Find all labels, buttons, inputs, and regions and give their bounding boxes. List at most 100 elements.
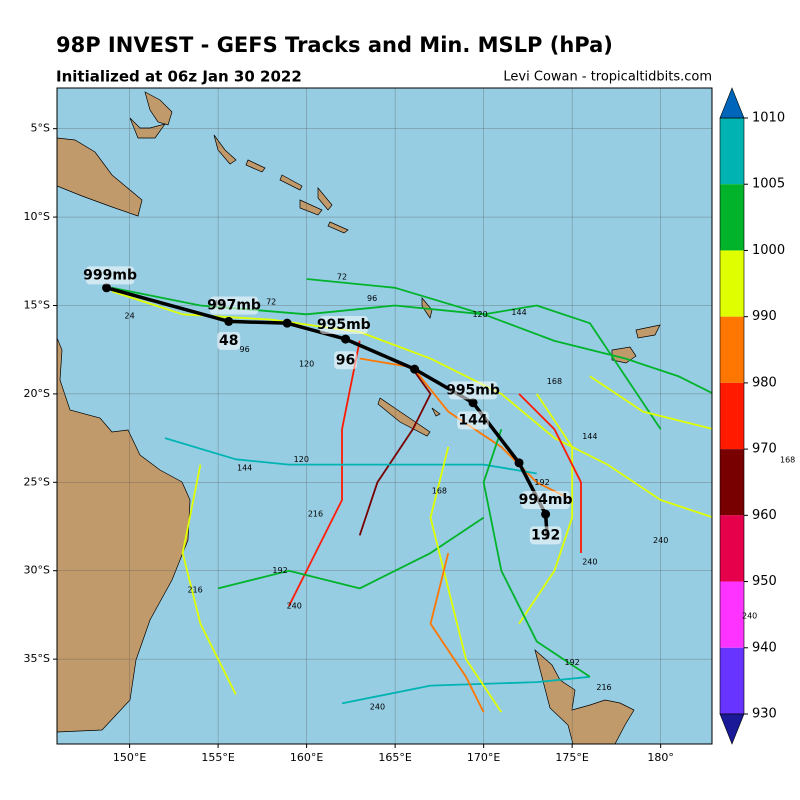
- track-hour-label: 96: [367, 294, 377, 303]
- y-tick-label: 25°S: [24, 475, 50, 488]
- ensemble-track: [111, 290, 712, 519]
- track-hour-label: 144: [511, 308, 526, 317]
- ensemble-track: [164, 437, 537, 475]
- ensemble-track: [482, 428, 591, 678]
- ensemble-track: [341, 675, 590, 705]
- mean-label-box: [448, 381, 498, 400]
- ensemble-track: [181, 464, 237, 695]
- y-tick-label: 5°S: [31, 122, 50, 135]
- mean-track-label: 48: [219, 333, 238, 349]
- colorbar-band: [720, 184, 744, 251]
- colorbar-band: [720, 647, 744, 714]
- mean-label-box: [217, 331, 241, 350]
- credit: Levi Cowan - tropicaltidbits.com: [503, 70, 712, 85]
- track-hour-label: 120: [299, 359, 314, 368]
- stray-label: 168: [780, 456, 795, 465]
- ensemble-track: [217, 516, 485, 590]
- title: 98P INVEST - GEFS Tracks and Min. MSLP (…: [56, 33, 613, 57]
- mean-track-point: [514, 458, 524, 468]
- colorbar-over: [719, 87, 745, 119]
- mean-track-label: 999mb: [83, 267, 137, 283]
- colorbar-band: [720, 581, 744, 648]
- mean-track-point: [541, 509, 551, 519]
- track-hour-label: 192: [565, 658, 580, 667]
- track-hour-label: 216: [187, 586, 202, 595]
- ensemble-track: [288, 340, 361, 607]
- colorbar-tick-label: 940: [752, 640, 777, 655]
- x-tick-label: 170°E: [467, 751, 500, 764]
- track-hour-label: 168: [432, 487, 447, 496]
- track-hour-label: 240: [582, 557, 597, 566]
- colorbar-band: [720, 449, 744, 516]
- mean-track-point: [468, 398, 478, 408]
- track-hour-label: 240: [370, 702, 385, 711]
- colorbar-band: [720, 382, 744, 450]
- colorbar-under: [719, 713, 745, 745]
- mean-label-box: [209, 296, 259, 315]
- mean-track-point: [102, 283, 112, 293]
- y-tick-label: 35°S: [24, 652, 50, 665]
- mean-track-label: 144: [458, 412, 487, 428]
- colorbar-tick-label: 970: [752, 442, 777, 457]
- x-tick-label: 175°E: [555, 751, 588, 764]
- ensemble-track: [518, 393, 582, 554]
- stray-label: 240: [742, 612, 757, 621]
- track-hour-label: 24: [124, 312, 134, 321]
- track-hour-label: 192: [272, 566, 287, 575]
- track-hour-label: 192: [534, 478, 549, 487]
- colorbar-tick-label: 1000: [752, 243, 785, 258]
- mean-track-point: [282, 318, 292, 328]
- x-tick-label: 160°E: [290, 751, 323, 764]
- colorbar-tick-label: 980: [752, 375, 777, 390]
- ocean: [57, 88, 712, 744]
- mean-track-point: [224, 316, 234, 326]
- ensemble-track: [429, 446, 503, 713]
- track-hour-label: 216: [308, 510, 323, 519]
- track-hour-label: 120: [294, 455, 309, 464]
- track-hour-label: 168: [547, 377, 562, 386]
- mean-track-point: [341, 334, 351, 344]
- mean-track-point: [410, 364, 420, 374]
- colorbar-tick-label: 960: [752, 508, 777, 523]
- ensemble-track: [589, 375, 712, 430]
- land: [57, 91, 661, 744]
- colorbar-band: [720, 250, 744, 317]
- colorbar-band: [720, 118, 744, 185]
- mean-track-label: 997mb: [207, 297, 261, 313]
- ensemble-track: [429, 552, 485, 713]
- x-tick-label: 180°: [647, 751, 674, 764]
- ensemble-track: [358, 368, 432, 536]
- colorbar-tick-label: 990: [752, 309, 777, 324]
- map-frame: [56, 87, 713, 745]
- track-hour-label: 72: [337, 273, 347, 282]
- colorbar-tick-label: 1005: [752, 177, 785, 192]
- mean-track-label: 96: [336, 352, 355, 368]
- y-tick-label: 30°S: [24, 564, 50, 577]
- track-hour-label: 144: [582, 432, 597, 441]
- mean-track-label: 995mb: [446, 382, 500, 398]
- colorbar-band: [720, 316, 744, 383]
- x-tick-label: 155°E: [201, 751, 234, 764]
- track-hour-label: 72: [266, 297, 276, 306]
- colorbar-frame: [719, 117, 745, 715]
- track-hour-label: 96: [240, 345, 250, 354]
- y-tick-label: 10°S: [24, 210, 50, 223]
- mean-label-box: [334, 351, 358, 370]
- mean-label-box: [319, 315, 369, 334]
- colorbar-tick-label: 950: [752, 574, 777, 589]
- track-hour-label: 144: [237, 464, 252, 473]
- track-hour-label: 120: [472, 310, 487, 319]
- subtitle: Initialized at 06z Jan 30 2022: [56, 68, 302, 86]
- mean-track-label: 995mb: [317, 317, 371, 333]
- mean-label-box: [529, 526, 562, 545]
- mean-label-box: [457, 411, 489, 430]
- mean-track-label: 192: [531, 527, 560, 543]
- y-tick-label: 20°S: [24, 387, 50, 400]
- x-tick-label: 150°E: [113, 751, 146, 764]
- track-hour-label: 216: [596, 683, 611, 692]
- track-hour-label: 240: [653, 536, 668, 545]
- colorbar-band: [720, 515, 744, 582]
- colorbar-tick-label: 930: [752, 707, 777, 722]
- ensemble-track: [518, 393, 574, 625]
